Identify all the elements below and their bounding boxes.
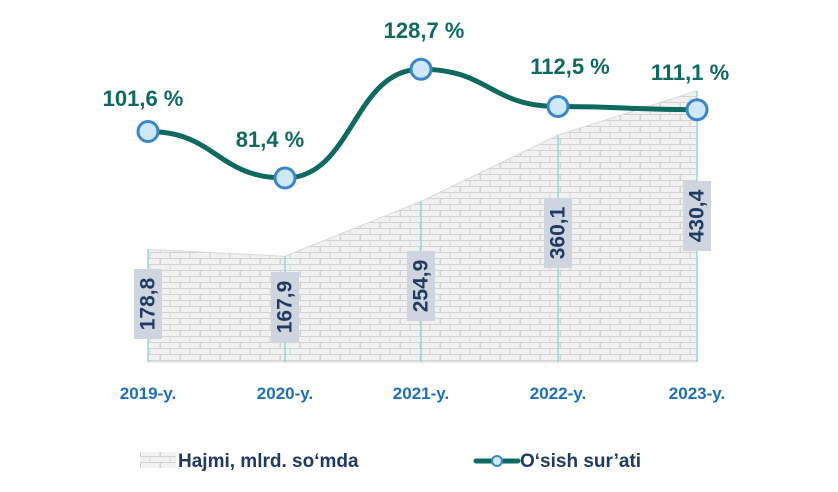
volume-value: 360,1 <box>547 206 570 259</box>
volume-label-box <box>407 251 435 321</box>
growth-value: 128,7 % <box>384 18 465 43</box>
legend-item-growth: O‘sish sur’ati <box>473 451 641 472</box>
x-tick-label: 2019-y. <box>120 384 176 403</box>
legend: Hajmi, mlrd. so‘mda O‘sish sur’ati <box>140 451 641 472</box>
volume-area <box>147 90 698 363</box>
growth-line-series <box>136 57 709 190</box>
x-tick-label: 2023-y. <box>669 384 725 403</box>
volume-label: 178,8 <box>134 269 162 339</box>
x-tick-label: 2021-y. <box>393 384 449 403</box>
growth-marker <box>546 94 570 118</box>
x-tick-label: 2022-y. <box>530 384 586 403</box>
legend-label-volume: Hajmi, mlrd. so‘mda <box>178 451 359 472</box>
volume-value: 167,9 <box>274 281 297 334</box>
x-axis-tick-labels: 2019-y. 2020-y. 2021-y. 2022-y. 2023-y. <box>120 384 725 403</box>
volume-label-box <box>544 198 572 268</box>
growth-marker <box>136 120 160 144</box>
growth-value: 111,1 % <box>651 60 729 85</box>
growth-labels: 101,6 % 81,4 % 128,7 % 112,5 % 111,1 % <box>103 18 730 152</box>
volume-labels: 178,8 167,9 254,9 360,1 430,4 <box>134 181 711 342</box>
growth-marker <box>409 57 433 81</box>
volume-label: 254,9 <box>407 251 435 321</box>
legend-marker-icon <box>491 455 503 467</box>
volume-value: 430,4 <box>686 189 709 242</box>
volume-label-box <box>271 272 299 342</box>
growth-line <box>145 66 700 181</box>
volume-area-series <box>147 90 698 363</box>
growth-value: 112,5 % <box>530 54 610 79</box>
volume-label: 167,9 <box>271 272 299 342</box>
growth-marker <box>685 98 709 122</box>
volume-value: 254,9 <box>410 260 433 313</box>
volume-label: 430,4 <box>683 181 711 251</box>
volume-value: 178,8 <box>137 277 160 330</box>
volume-label-box <box>134 269 162 339</box>
growth-marker <box>273 166 297 190</box>
legend-area-swatch <box>140 452 176 468</box>
growth-value: 81,4 % <box>236 127 305 152</box>
legend-label-growth: O‘sish sur’ati <box>520 451 641 472</box>
volume-label-box <box>683 181 711 251</box>
volume-label: 360,1 <box>544 198 572 268</box>
legend-item-volume: Hajmi, mlrd. so‘mda <box>140 451 359 472</box>
x-tick-label: 2020-y. <box>257 384 313 403</box>
growth-value: 101,6 % <box>103 86 184 111</box>
